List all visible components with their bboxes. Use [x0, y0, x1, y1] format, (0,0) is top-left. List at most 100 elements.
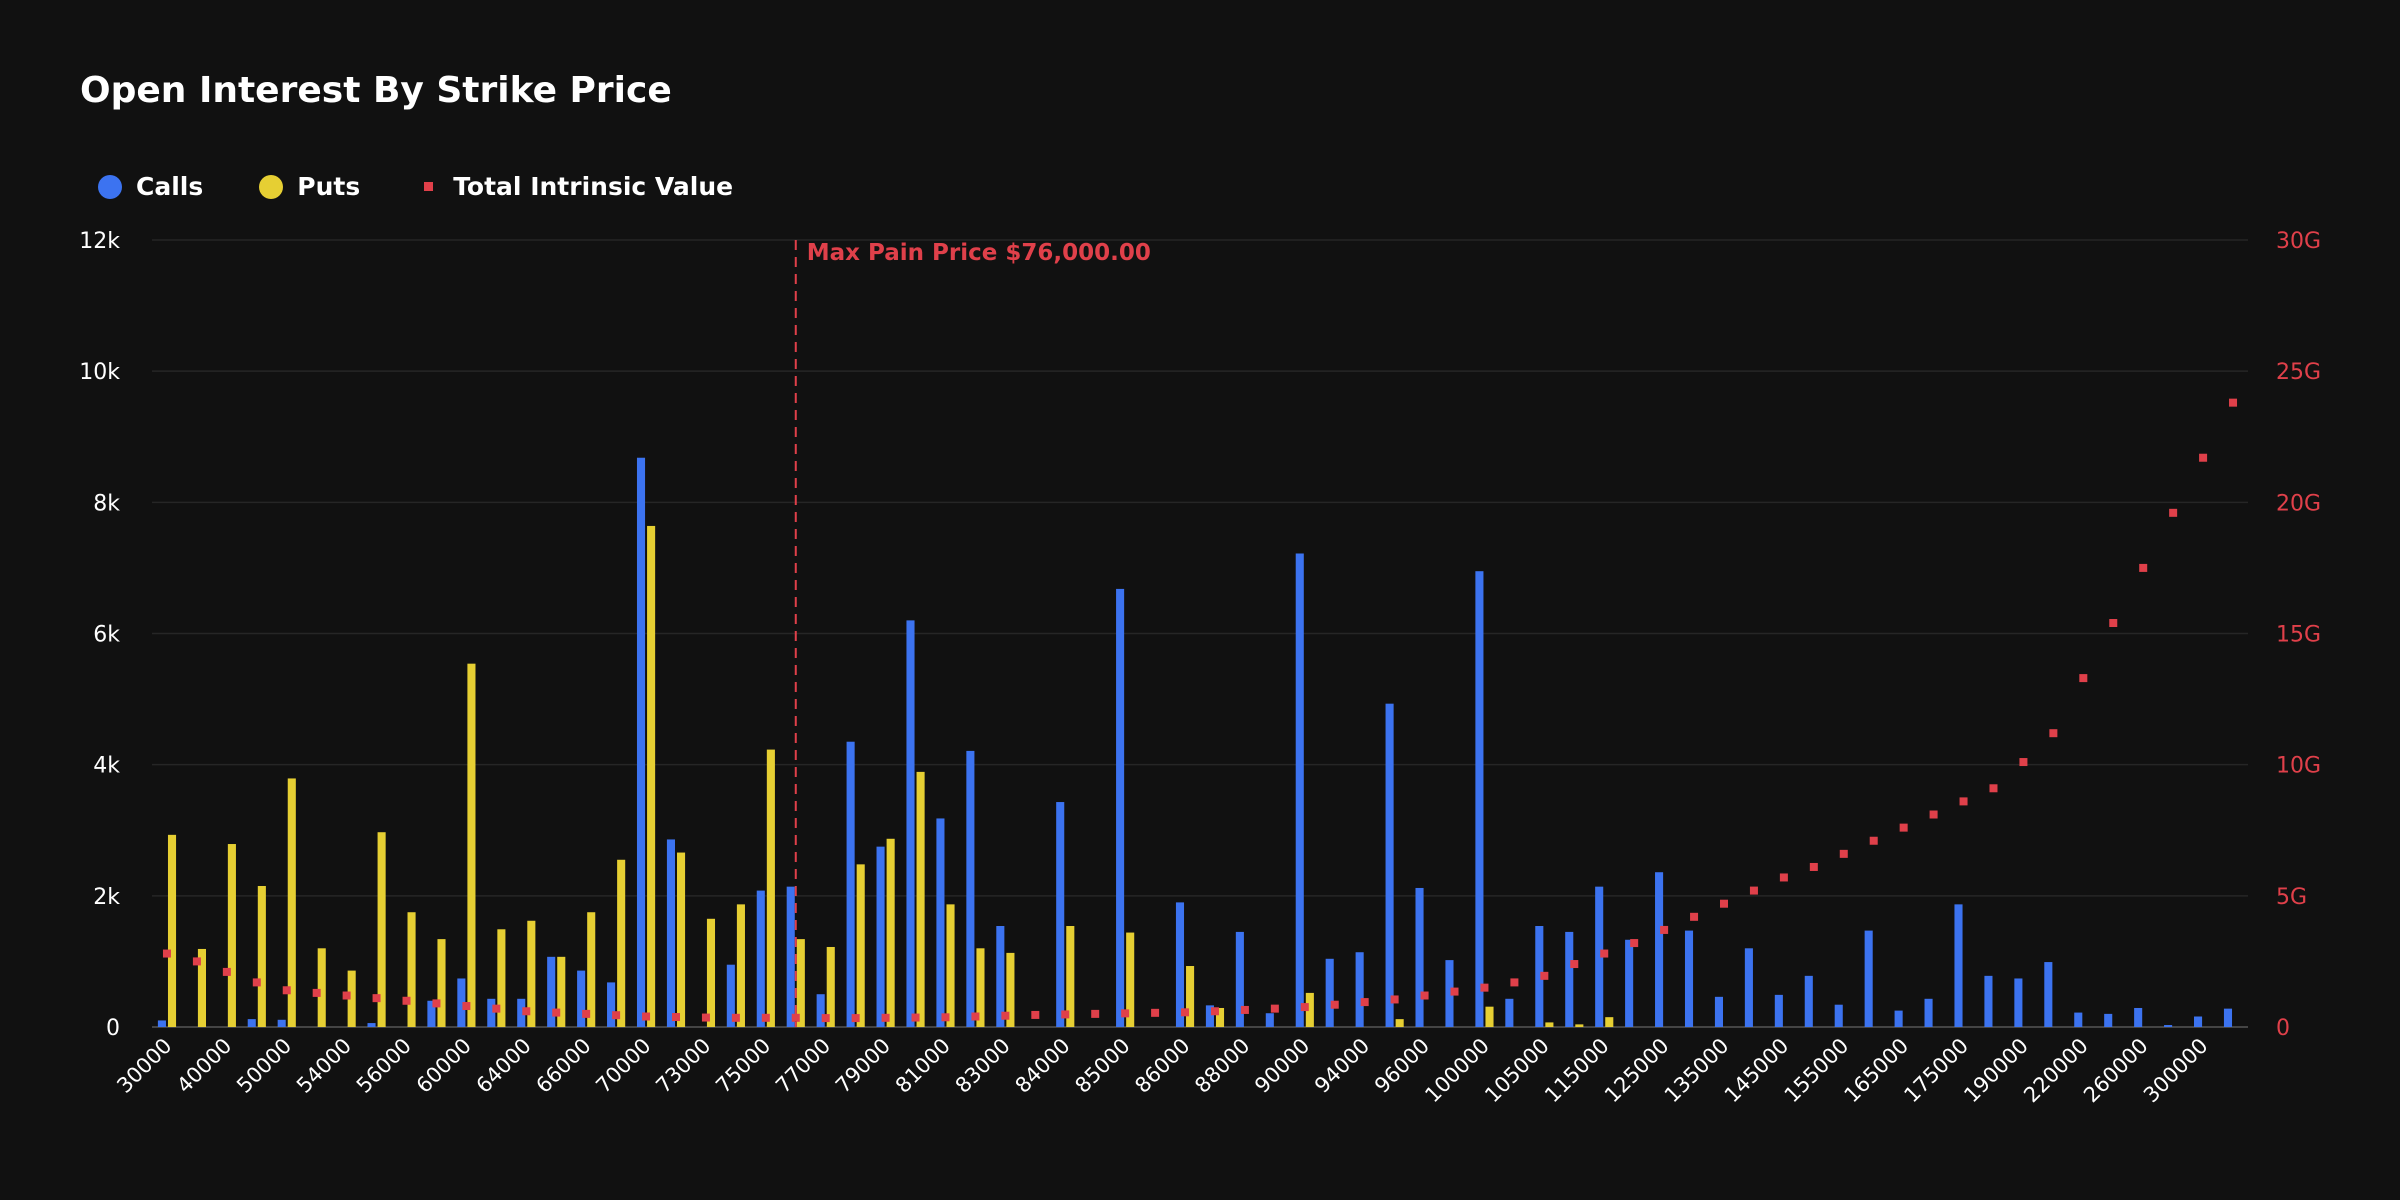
x-axis-tick-label: 66000: [531, 1034, 595, 1098]
calls-bar: [996, 926, 1005, 1027]
calls-bar: [2194, 1016, 2203, 1027]
intrinsic-value-point: [222, 967, 231, 976]
legend-item-calls[interactable]: Calls: [98, 172, 203, 201]
intrinsic-value-point: [1360, 998, 1369, 1007]
intrinsic-value-point: [941, 1013, 950, 1022]
legend-label-calls: Calls: [136, 172, 204, 201]
calls-bar: [2134, 1007, 2143, 1027]
puts-bar: [257, 885, 266, 1027]
right-axis-tick-label: 5G: [2276, 885, 2307, 910]
intrinsic-value-point: [1210, 1007, 1219, 1016]
calls-bar: [517, 998, 526, 1027]
calls-bar: [1655, 872, 1664, 1027]
left-axis-tick-label: 6k: [93, 623, 120, 648]
intrinsic-value-point: [2019, 758, 2028, 767]
puts-legend-marker: [259, 174, 284, 199]
puts-bar: [886, 838, 895, 1027]
calls-bar: [906, 620, 915, 1027]
calls-legend-marker: [98, 174, 122, 199]
intrinsic-value-point: [881, 1013, 890, 1022]
x-axis-tick-label: 86000: [1130, 1034, 1194, 1098]
intrinsic-value-point: [612, 1011, 621, 1020]
intrinsic-value-point: [851, 1014, 860, 1023]
intrinsic-value-point: [2079, 674, 2088, 683]
calls-bar: [1445, 960, 1454, 1027]
calls-bar: [726, 964, 735, 1027]
calls-bar: [1804, 975, 1813, 1027]
puts-bar: [437, 939, 446, 1027]
intrinsic-value-point: [1749, 886, 1758, 895]
x-axis-tick-label: 77000: [771, 1034, 835, 1098]
intrinsic-value-point: [1091, 1009, 1100, 1018]
x-axis-tick-label: 64000: [472, 1034, 536, 1098]
intrinsic-value-point: [192, 957, 201, 966]
x-axis-tick-label: 30000: [112, 1034, 176, 1098]
intrinsic-value-point: [2229, 398, 2238, 407]
x-axis-tick-label: 83000: [951, 1034, 1015, 1098]
calls-bar: [756, 890, 765, 1027]
calls-bar: [2164, 1025, 2173, 1027]
x-axis-tick-label: 60000: [412, 1034, 476, 1098]
calls-bar: [547, 956, 556, 1027]
puts-bar: [706, 918, 716, 1027]
intrinsic-value-point: [1420, 991, 1429, 1000]
x-axis-tick-label: 70000: [591, 1034, 655, 1098]
x-axis-tick-label: 84000: [1011, 1034, 1075, 1098]
calls-bar: [2104, 1013, 2113, 1027]
puts-bar: [407, 912, 416, 1027]
calls-bar: [1385, 703, 1394, 1027]
x-axis-tick-label: 125000: [1600, 1034, 1674, 1108]
grid-lines: [152, 239, 2248, 1028]
calls-bar: [1714, 996, 1723, 1027]
calls-bar: [1415, 887, 1424, 1027]
intrinsic-value-point: [1779, 873, 1788, 882]
left-axis-tick-label: 10k: [79, 360, 120, 385]
puts-bar: [856, 864, 865, 1027]
x-axis-tick-label: 165000: [1840, 1034, 1914, 1108]
x-axis-tick-label: 155000: [1780, 1034, 1854, 1108]
calls-bar: [1864, 930, 1873, 1027]
puts-bar: [946, 904, 955, 1027]
bars-layer: [157, 457, 2233, 1027]
puts-bar: [227, 844, 236, 1027]
intrinsic-value-point: [1330, 1000, 1339, 1009]
calls-bar: [367, 1023, 376, 1027]
legend-label-puts: Puts: [297, 172, 361, 201]
intrinsic-value-points: [162, 398, 2238, 1023]
calls-bar: [157, 1020, 166, 1027]
x-axis-tick-label: 73000: [651, 1034, 715, 1098]
left-axis: 0 2k 4k 6k 8k 10k 12k: [79, 229, 120, 1041]
intrinsic-value-point: [1630, 939, 1639, 948]
legend-item-total-intrinsic-value[interactable]: Total Intrinsic Value: [416, 172, 733, 201]
x-axis-tick-label: 94000: [1310, 1034, 1374, 1098]
annotation-layer: Max Pain Price $76,000.00: [794, 240, 1151, 1027]
puts-bar: [317, 948, 326, 1027]
calls-bar: [1684, 930, 1694, 1027]
puts-bar: [1485, 1006, 1494, 1027]
calls-bar: [1565, 931, 1574, 1027]
puts-bar: [557, 956, 566, 1027]
chart-legend: Calls Puts Total Intrinsic Value: [98, 172, 789, 201]
total-intrinsic-value-legend-marker: [424, 182, 434, 191]
x-axis-tick-label: 88000: [1190, 1034, 1254, 1098]
intrinsic-value-point: [522, 1007, 531, 1016]
intrinsic-value-point: [1181, 1008, 1190, 1017]
x-axis-tick-label: 90000: [1250, 1034, 1314, 1098]
puts-bar: [1066, 926, 1075, 1027]
intrinsic-value-point: [1390, 995, 1399, 1004]
intrinsic-value-point: [971, 1012, 980, 1021]
puts-bar: [916, 771, 925, 1027]
left-axis-tick-label: 8k: [93, 491, 120, 516]
puts-bar: [617, 859, 626, 1027]
legend-item-puts[interactable]: Puts: [259, 172, 360, 201]
intrinsic-value-point: [312, 988, 321, 997]
calls-bar: [1295, 553, 1304, 1027]
calls-bar: [1116, 588, 1125, 1027]
calls-bar: [1505, 998, 1514, 1027]
calls-bar: [1744, 948, 1753, 1027]
puts-bar: [347, 970, 356, 1027]
calls-bar: [427, 1000, 436, 1027]
calls-bar: [1175, 902, 1185, 1027]
calls-bar: [1265, 1013, 1274, 1027]
intrinsic-value-point: [1809, 862, 1818, 871]
